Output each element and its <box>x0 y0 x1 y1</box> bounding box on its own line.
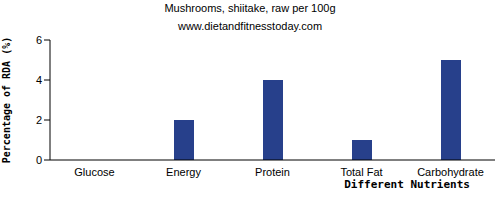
svg-text:Total Fat: Total Fat <box>340 166 382 178</box>
svg-text:4: 4 <box>36 74 42 86</box>
svg-text:Energy: Energy <box>166 166 201 178</box>
html-text:Mushrooms, shiitake, raw per 1: Mushrooms, shiitake, raw per 100g <box>164 2 336 14</box>
svg-text:2: 2 <box>36 114 42 126</box>
html-text:Percentage of RDA (%): Percentage of RDA (%) <box>1 36 12 164</box>
svg-text:0: 0 <box>36 154 42 166</box>
svg-text:Protein: Protein <box>255 166 290 178</box>
svg-text:Glucose: Glucose <box>74 166 114 178</box>
html-text:Different Nutrients: Different Nutrients <box>344 178 470 191</box>
html-text:www.dietandfitnesstoday.com: www.dietandfitnesstoday.com <box>178 20 322 32</box>
svg-text:Carbohydrate: Carbohydrate <box>417 166 484 178</box>
svg-text:6: 6 <box>36 34 42 46</box>
